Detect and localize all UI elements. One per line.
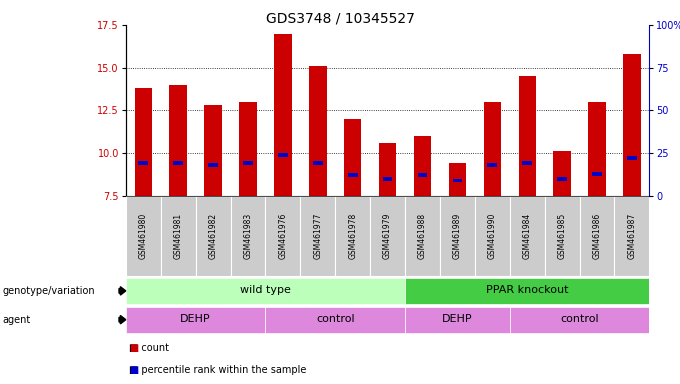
Bar (383, 177, 392, 180)
Text: GSM461986: GSM461986 (592, 213, 602, 259)
Bar (418, 174, 428, 177)
Bar (379, 143, 396, 196)
Bar (624, 54, 641, 196)
Text: GSM461988: GSM461988 (418, 213, 427, 259)
Bar (239, 102, 257, 196)
Text: ■: ■ (129, 365, 139, 375)
Bar (510, 196, 545, 276)
Bar (208, 163, 218, 167)
Text: ■ count: ■ count (129, 343, 169, 353)
Text: GSM461980: GSM461980 (139, 213, 148, 259)
Bar (126, 307, 265, 333)
Text: GSM461983: GSM461983 (243, 213, 252, 259)
Text: GSM461977: GSM461977 (313, 213, 322, 259)
Bar (452, 179, 462, 182)
Bar (545, 196, 579, 276)
Bar (488, 163, 497, 167)
Bar (370, 196, 405, 276)
Bar (347, 174, 358, 177)
Text: agent: agent (2, 314, 31, 325)
Text: GSM461985: GSM461985 (558, 213, 566, 259)
Bar (301, 196, 335, 276)
Text: ■: ■ (129, 343, 139, 353)
Bar (205, 105, 222, 196)
Text: control: control (560, 314, 599, 324)
Text: GSM461976: GSM461976 (278, 213, 288, 259)
Bar (135, 88, 152, 196)
Bar (138, 162, 148, 165)
Text: genotype/variation: genotype/variation (2, 286, 95, 296)
Bar (522, 162, 532, 165)
Bar (196, 196, 231, 276)
Text: GSM461990: GSM461990 (488, 213, 497, 259)
Text: GSM461989: GSM461989 (453, 213, 462, 259)
Bar (414, 136, 431, 196)
Bar (231, 196, 265, 276)
Bar (554, 151, 571, 196)
Bar (278, 153, 288, 157)
Bar (510, 307, 649, 333)
Bar (243, 162, 253, 165)
Text: ■ percentile rank within the sample: ■ percentile rank within the sample (129, 365, 307, 375)
Bar (169, 85, 187, 196)
Bar (588, 102, 606, 196)
Bar (405, 196, 440, 276)
Bar (440, 196, 475, 276)
Bar (265, 307, 405, 333)
Text: wild type: wild type (240, 285, 291, 295)
Bar (592, 172, 602, 175)
Bar (615, 196, 649, 276)
Bar (405, 278, 649, 304)
Text: control: control (316, 314, 354, 324)
Bar (483, 102, 501, 196)
Bar (449, 163, 466, 196)
Bar (344, 119, 362, 196)
Bar (173, 162, 183, 165)
Bar (265, 196, 301, 276)
Bar (126, 278, 405, 304)
Text: GSM461981: GSM461981 (173, 213, 183, 259)
Bar (519, 76, 536, 196)
Bar (313, 162, 323, 165)
Bar (475, 196, 510, 276)
Text: GSM461982: GSM461982 (209, 213, 218, 259)
Bar (579, 196, 615, 276)
Text: GSM461979: GSM461979 (383, 213, 392, 259)
Bar (627, 156, 637, 160)
Bar (274, 33, 292, 196)
Text: GSM461978: GSM461978 (348, 213, 357, 259)
Text: GSM461987: GSM461987 (628, 213, 636, 259)
Bar (309, 66, 326, 196)
Text: GSM461984: GSM461984 (523, 213, 532, 259)
Text: DEHP: DEHP (442, 314, 473, 324)
Bar (405, 307, 510, 333)
Bar (160, 196, 196, 276)
Text: PPAR knockout: PPAR knockout (486, 285, 568, 295)
Bar (335, 196, 370, 276)
Text: GDS3748 / 10345527: GDS3748 / 10345527 (266, 12, 414, 25)
Bar (557, 177, 567, 180)
Text: DEHP: DEHP (180, 314, 211, 324)
Bar (126, 196, 160, 276)
